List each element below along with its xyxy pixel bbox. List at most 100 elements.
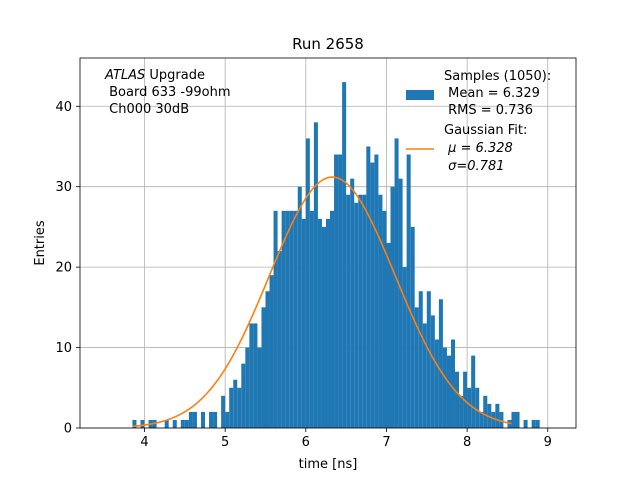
histogram-bar [414,307,419,428]
histogram-bar [390,186,395,428]
histogram-bar [229,387,234,428]
histogram-bar [358,194,363,428]
histogram-bar [188,411,193,428]
annotation-line-3: Ch000 30dB [105,102,189,117]
histogram-bar [346,194,351,428]
x-tick-label: 8 [463,435,471,450]
histogram-bar [342,82,347,428]
histogram-bar [398,178,403,428]
histogram-bar [455,371,460,428]
histogram-bars [132,82,540,429]
run-annotation: ATLAS Upgrade Board 633 -99ohm Ch000 30d… [104,68,231,117]
histogram-bar [422,323,427,428]
histogram-bar [200,411,206,428]
histogram-bar [378,194,383,428]
legend-mu-label: μ = 6.328 [444,141,513,156]
histogram-bar [426,291,431,428]
histogram-bar [491,411,496,428]
histogram-bar [164,419,169,428]
annotation-line-2: Board 633 -99ohm [105,85,231,100]
plot-frame [79,57,577,429]
histogram-bar [495,403,500,428]
histogram-bar [237,387,242,428]
y-axis-label: Entries [33,220,48,266]
histogram-bar [354,202,359,428]
x-tick-label: 4 [140,435,148,450]
legend-mean-label: Mean = 6.329 [444,86,540,101]
annotation-line-1: ATLAS Upgrade [104,68,205,83]
histogram-bar [386,243,391,428]
upgrade-label: Upgrade [145,68,205,83]
histogram-bar [442,347,447,428]
legend-samples-swatch [406,90,434,100]
histogram-bar [370,162,375,428]
legend: Samples (1050): Mean = 6.329 RMS = 0.736… [406,69,551,174]
histogram-bar [209,411,214,428]
histogram-bar [309,210,314,428]
histogram-bar [467,387,472,428]
histogram-bar [317,218,322,428]
histogram-bar [531,419,536,428]
histogram-bar [257,347,262,428]
x-axis-label: time [ns] [299,457,358,472]
histogram-bar [132,419,137,428]
histogram-bar [140,419,145,428]
histogram-bar [366,146,371,428]
histogram-bar [184,419,189,428]
histogram-bar [293,210,298,428]
histogram-bar [338,154,343,429]
histogram-bar [225,411,230,428]
axis-ticks: 4 5 6 7 8 9 0 10 20 30 40 [55,100,551,450]
histogram-bar [446,355,451,428]
x-tick-label: 6 [302,435,310,450]
gaussian-fit-line [132,176,512,428]
histogram-bar [313,122,318,428]
histogram-bar [511,411,516,428]
histogram-bar [281,210,286,428]
histogram-bar [475,387,480,428]
histogram-bar [402,267,407,428]
histogram-bar [499,411,504,428]
histogram-bar [305,138,310,428]
histogram-bar [192,411,197,428]
x-tick-label: 7 [382,435,390,450]
histogram-bar [172,419,177,428]
histogram-bar [285,210,290,428]
histogram-bar [233,379,238,428]
histogram-bar [180,419,185,428]
histogram-bar [450,339,456,428]
histogram-bar [434,339,439,428]
legend-samples-label: Samples (1050): [444,69,551,84]
histogram-bar [241,363,246,428]
y-tick-label: 30 [55,180,72,195]
atlas-label: ATLAS [104,68,145,83]
histogram-bar [374,154,379,429]
histogram-bar [289,210,294,428]
legend-fit-label: Gaussian Fit: [444,123,527,138]
histogram-bar [261,307,266,428]
chart-title: Run 2658 [292,35,364,53]
histogram-bar [459,395,464,428]
histogram-bar [213,411,218,428]
y-tick-label: 10 [55,341,72,356]
histogram-bar [410,226,415,428]
histogram-bar [406,154,411,429]
histogram-bar [297,186,302,428]
x-tick-label: 5 [221,435,229,450]
histogram-bar [245,347,250,428]
histogram-bar [301,218,306,428]
histogram-bar [249,323,254,428]
histogram-bar [265,291,270,428]
histogram-bar [269,275,274,428]
histogram-bar [430,315,435,428]
histogram-bar [523,419,528,428]
legend-sigma-label: σ=0.781 [444,159,504,174]
histogram-bar [418,291,423,428]
histogram-bar [535,419,540,428]
y-tick-label: 40 [55,100,72,115]
histogram-bar [438,299,443,428]
histogram-bar [483,395,488,428]
histogram-bar [325,218,331,428]
